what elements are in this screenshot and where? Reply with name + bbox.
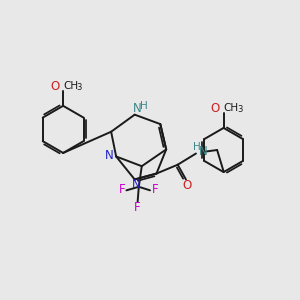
Text: CH: CH [63, 81, 78, 91]
Text: CH: CH [223, 103, 238, 113]
Text: H: H [193, 142, 201, 152]
Text: 3: 3 [76, 83, 82, 92]
Text: F: F [118, 183, 125, 196]
Text: H: H [140, 101, 148, 111]
Text: F: F [134, 201, 141, 214]
Text: F: F [152, 183, 158, 196]
Text: N: N [199, 145, 207, 158]
Text: O: O [183, 179, 192, 192]
Text: N: N [133, 102, 141, 115]
Text: 3: 3 [237, 105, 242, 114]
Text: O: O [50, 80, 59, 93]
Text: N: N [105, 148, 114, 161]
Text: N: N [132, 178, 140, 191]
Text: O: O [211, 102, 220, 115]
